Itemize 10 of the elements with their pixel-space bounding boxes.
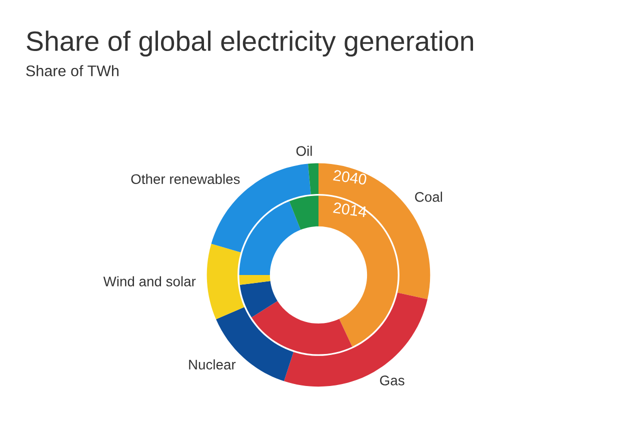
slice-label: Coal: [415, 192, 442, 202]
slice-label: Other renewables: [131, 174, 240, 184]
slice-label: Nuclear: [189, 359, 236, 370]
slice-label: Oil: [296, 146, 312, 156]
slice-label: 2040: [333, 170, 367, 185]
chart-title: Share of global electricity generation: [26, 30, 474, 57]
slice-label: Gas: [380, 376, 404, 386]
slice-label: Wind and solar: [103, 276, 196, 286]
chart-subtitle: Share of TWh: [26, 65, 118, 76]
slice-label: 2014: [333, 202, 368, 218]
